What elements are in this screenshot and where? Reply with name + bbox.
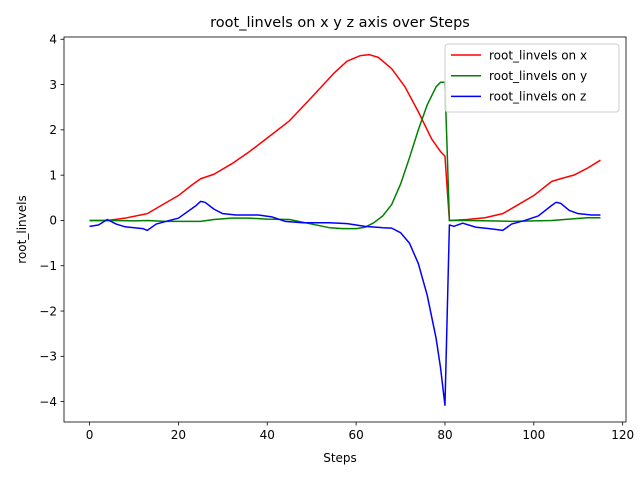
- series-line-1: [89, 53, 601, 222]
- legend-label: root_linvels on y: [489, 69, 587, 83]
- y-tick-label: 1: [49, 168, 57, 182]
- series-layer: [89, 53, 601, 406]
- y-tick-label: −2: [39, 304, 57, 318]
- x-axis: 0 20 40 60 80 100 120: [86, 422, 634, 442]
- series-line-2: [89, 81, 601, 230]
- legend-box: [444, 43, 620, 113]
- x-tick-label: 60: [348, 428, 363, 442]
- series-line-3: [89, 200, 601, 406]
- y-tick-label: 3: [49, 78, 57, 92]
- legend-label: root_linvels on z: [489, 90, 586, 104]
- legend-label: root_linvels on x: [489, 48, 587, 62]
- x-tick-label: 40: [260, 428, 275, 442]
- x-tick-label: 120: [611, 428, 634, 442]
- legend: root_linvels on x root_linvels on y root_l…: [444, 43, 620, 113]
- x-tick-label: 20: [171, 428, 186, 442]
- y-tick-label: −4: [39, 395, 57, 409]
- x-tick-label: 0: [86, 428, 94, 442]
- y-axis: −4 −3 −2 −1 0 1 2 3 4: [39, 33, 64, 409]
- y-tick-label: −1: [39, 259, 57, 273]
- y-tick-label: 2: [49, 123, 57, 137]
- y-axis-title: root_linvels: [15, 195, 29, 263]
- x-tick-label: 80: [437, 428, 452, 442]
- y-tick-label: 4: [49, 33, 57, 47]
- x-axis-title: Steps: [323, 451, 357, 465]
- chart-title: root_linvels on x y z axis over Steps: [210, 15, 470, 31]
- y-tick-label: −3: [39, 350, 57, 364]
- y-tick-label: 0: [49, 214, 57, 228]
- x-tick-label: 100: [522, 428, 545, 442]
